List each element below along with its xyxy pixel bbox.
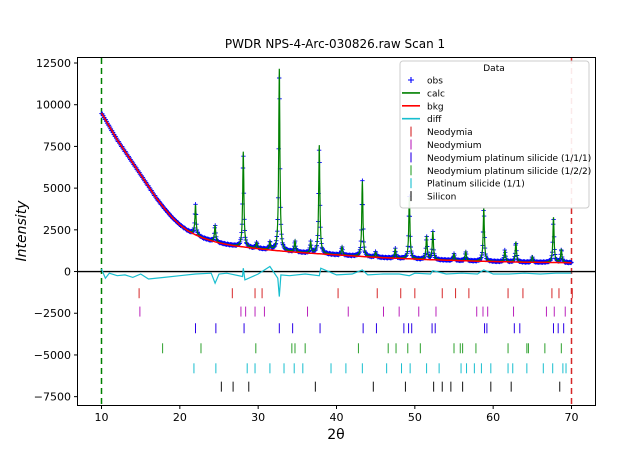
legend-label: Silicon <box>427 193 456 203</box>
y-tick-label: −7500 <box>34 391 71 404</box>
x-tick-label: 50 <box>408 411 422 424</box>
legend-entry-diff: diff <box>402 115 442 125</box>
legend: Data obs calc bkg diff Neodymia Neodymium Neod… <box>399 60 591 209</box>
series-layer <box>99 68 574 297</box>
legend-label: calc <box>427 89 445 99</box>
legend-entry-platinum-silicide-1-1-: Platinum silicide (1/1) <box>410 178 525 190</box>
legend-box <box>399 60 590 209</box>
legend-label: Neodymia <box>427 128 473 138</box>
y-tick-label: 0 <box>64 266 71 279</box>
y-tick-label: 5000 <box>43 182 71 195</box>
y-tick-label: 7500 <box>43 140 71 153</box>
reflections-neodymium-platinum-silicide-1-1-1- <box>195 323 565 334</box>
legend-marker <box>408 77 414 83</box>
x-tick-label: 40 <box>330 411 344 424</box>
legend-entry-obs: obs <box>408 77 443 87</box>
y-axis-label: Intensity <box>14 200 30 262</box>
reflections-neodymia <box>138 288 573 299</box>
x-tick-label: 10 <box>95 411 109 424</box>
series-group <box>99 68 574 297</box>
y-tick-label: 12500 <box>36 57 71 70</box>
y-tick-label: 2500 <box>43 224 71 237</box>
limit-lines <box>100 58 573 405</box>
legend-label: Neodymium platinum silicide (1/1/1) <box>427 154 591 164</box>
legend-label: bkg <box>427 102 444 112</box>
legend-entry-neodymium: Neodymium <box>410 139 482 151</box>
legend-entry-silicon: Silicon <box>410 191 456 203</box>
series-bkg <box>100 112 572 264</box>
x-tick-label: 20 <box>173 411 187 424</box>
reflections-neodymium-platinum-silicide-1-2-2- <box>162 343 562 354</box>
legend-label: Neodymium <box>427 141 482 151</box>
reflections-platinum-silicide-1-1- <box>193 363 567 374</box>
legend-entry-bkg: bkg <box>402 102 444 112</box>
legend-label: Neodymium platinum silicide (1/2/2) <box>427 167 591 177</box>
legend-label: diff <box>427 115 442 125</box>
y-tick-label: −5000 <box>34 349 71 362</box>
x-axis-label: 2θ <box>327 427 344 443</box>
legend-entry-neodymium-platinum-silicide-1-1-1-: Neodymium platinum silicide (1/1/1) <box>410 152 591 164</box>
legend-label: Platinum silicide (1/1) <box>427 180 525 190</box>
x-tick-label: 70 <box>565 411 579 424</box>
y-axis-ticks: −7500 −5000 −2500 0 2500 5000 7500 10000 12500 <box>34 57 78 404</box>
legend-entry-neodymia: Neodymia <box>410 126 473 138</box>
y-tick-label: −2500 <box>34 307 71 320</box>
legend-title: Data <box>483 64 505 74</box>
x-tick-label: 60 <box>486 411 500 424</box>
x-axis-ticks: 10 20 30 40 50 60 70 <box>95 405 579 424</box>
chart-title: PWDR NPS-4-Arc-030826.raw Scan 1 <box>225 37 445 51</box>
reflection-ticks <box>138 288 573 392</box>
legend-entry-neodymium-platinum-silicide-1-2-2-: Neodymium platinum silicide (1/2/2) <box>410 165 591 177</box>
reflections-neodymium <box>139 306 566 317</box>
x-tick-label: 30 <box>251 411 265 424</box>
legend-label: obs <box>427 77 443 87</box>
legend-entry-calc: calc <box>402 89 445 99</box>
series-diff <box>100 265 572 297</box>
reflections-silicon <box>220 381 561 392</box>
y-tick-label: 10000 <box>36 99 71 112</box>
